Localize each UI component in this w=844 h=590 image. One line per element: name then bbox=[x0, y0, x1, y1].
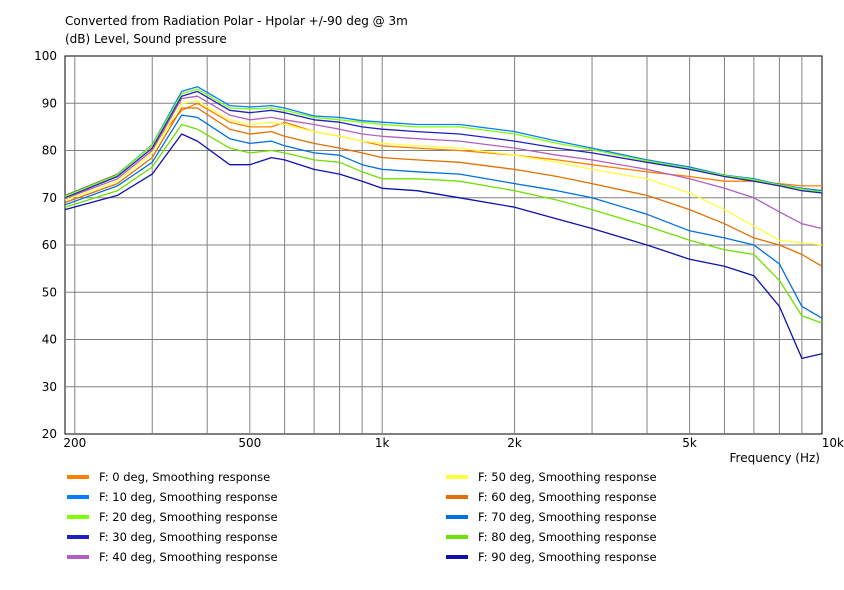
legend: F: 0 deg, Smoothing response F: 10 deg, S… bbox=[0, 466, 844, 586]
legend-label: F: 30 deg, Smoothing response bbox=[99, 530, 278, 544]
legend-swatch bbox=[446, 555, 468, 559]
legend-item: F: 80 deg, Smoothing response bbox=[446, 527, 657, 547]
x-tick-label: 1k bbox=[375, 436, 390, 450]
legend-item: F: 40 deg, Smoothing response bbox=[67, 547, 278, 567]
x-tick-label: 2k bbox=[507, 436, 522, 450]
x-axis-label: Frequency (Hz) bbox=[730, 451, 821, 465]
y-tick-label: 80 bbox=[42, 144, 57, 158]
legend-item: F: 0 deg, Smoothing response bbox=[67, 467, 270, 487]
legend-label: F: 20 deg, Smoothing response bbox=[99, 510, 278, 524]
y-tick-label: 90 bbox=[42, 96, 57, 110]
legend-item: F: 60 deg, Smoothing response bbox=[446, 487, 657, 507]
legend-swatch bbox=[446, 475, 468, 479]
chart-svg: Converted from Radiation Polar - Hpolar … bbox=[34, 14, 844, 465]
x-tick-label: 5k bbox=[682, 436, 697, 450]
legend-label: F: 50 deg, Smoothing response bbox=[478, 470, 657, 484]
legend-item: F: 90 deg, Smoothing response bbox=[446, 547, 657, 567]
x-tick-labels: 200 500 1k 2k 5k 10k bbox=[63, 436, 844, 450]
legend-label: F: 10 deg, Smoothing response bbox=[99, 490, 278, 504]
y-tick-label: 20 bbox=[42, 427, 57, 441]
series-line bbox=[64, 88, 823, 197]
legend-label: F: 70 deg, Smoothing response bbox=[478, 510, 657, 524]
chart-title: Converted from Radiation Polar - Hpolar … bbox=[65, 14, 408, 28]
series-line bbox=[64, 133, 823, 360]
series-line bbox=[64, 100, 823, 246]
y-tick-label: 50 bbox=[42, 285, 57, 299]
legend-swatch bbox=[67, 515, 89, 519]
legend-swatch bbox=[67, 555, 89, 559]
series-line bbox=[64, 107, 823, 267]
series-line bbox=[64, 102, 822, 197]
series-line bbox=[64, 114, 823, 319]
legend-swatch bbox=[67, 495, 89, 499]
legend-item: F: 50 deg, Smoothing response bbox=[446, 467, 657, 487]
y-tick-label: 100 bbox=[34, 49, 57, 63]
legend-swatch bbox=[67, 535, 89, 539]
legend-label: F: 0 deg, Smoothing response bbox=[99, 470, 271, 484]
legend-label: F: 90 deg, Smoothing response bbox=[478, 550, 657, 564]
legend-swatch bbox=[67, 475, 89, 479]
series-line bbox=[64, 123, 823, 324]
x-tick-label: 10k bbox=[822, 436, 844, 450]
legend-item: F: 70 deg, Smoothing response bbox=[446, 507, 657, 527]
legend-item: F: 20 deg, Smoothing response bbox=[67, 507, 278, 527]
x-tick-label: 200 bbox=[63, 436, 86, 450]
legend-label: F: 40 deg, Smoothing response bbox=[99, 550, 278, 564]
legend-swatch bbox=[446, 535, 468, 539]
legend-item: F: 30 deg, Smoothing response bbox=[67, 527, 278, 547]
series-lines bbox=[64, 86, 823, 360]
legend-swatch bbox=[446, 515, 468, 519]
y-tick-label: 60 bbox=[42, 238, 57, 252]
legend-swatch bbox=[446, 495, 468, 499]
y-tick-labels: 20 30 40 50 60 70 80 90 100 bbox=[34, 49, 57, 441]
y-axis-label: (dB) Level, Sound pressure bbox=[65, 32, 227, 46]
x-tick-label: 500 bbox=[238, 436, 261, 450]
y-tick-label: 70 bbox=[42, 191, 57, 205]
legend-label: F: 60 deg, Smoothing response bbox=[478, 490, 657, 504]
legend-item: F: 10 deg, Smoothing response bbox=[67, 487, 278, 507]
legend-label: F: 80 deg, Smoothing response bbox=[478, 530, 657, 544]
series-line bbox=[64, 90, 823, 199]
y-tick-label: 30 bbox=[42, 380, 57, 394]
y-tick-label: 40 bbox=[42, 333, 57, 347]
series-line bbox=[64, 95, 823, 230]
